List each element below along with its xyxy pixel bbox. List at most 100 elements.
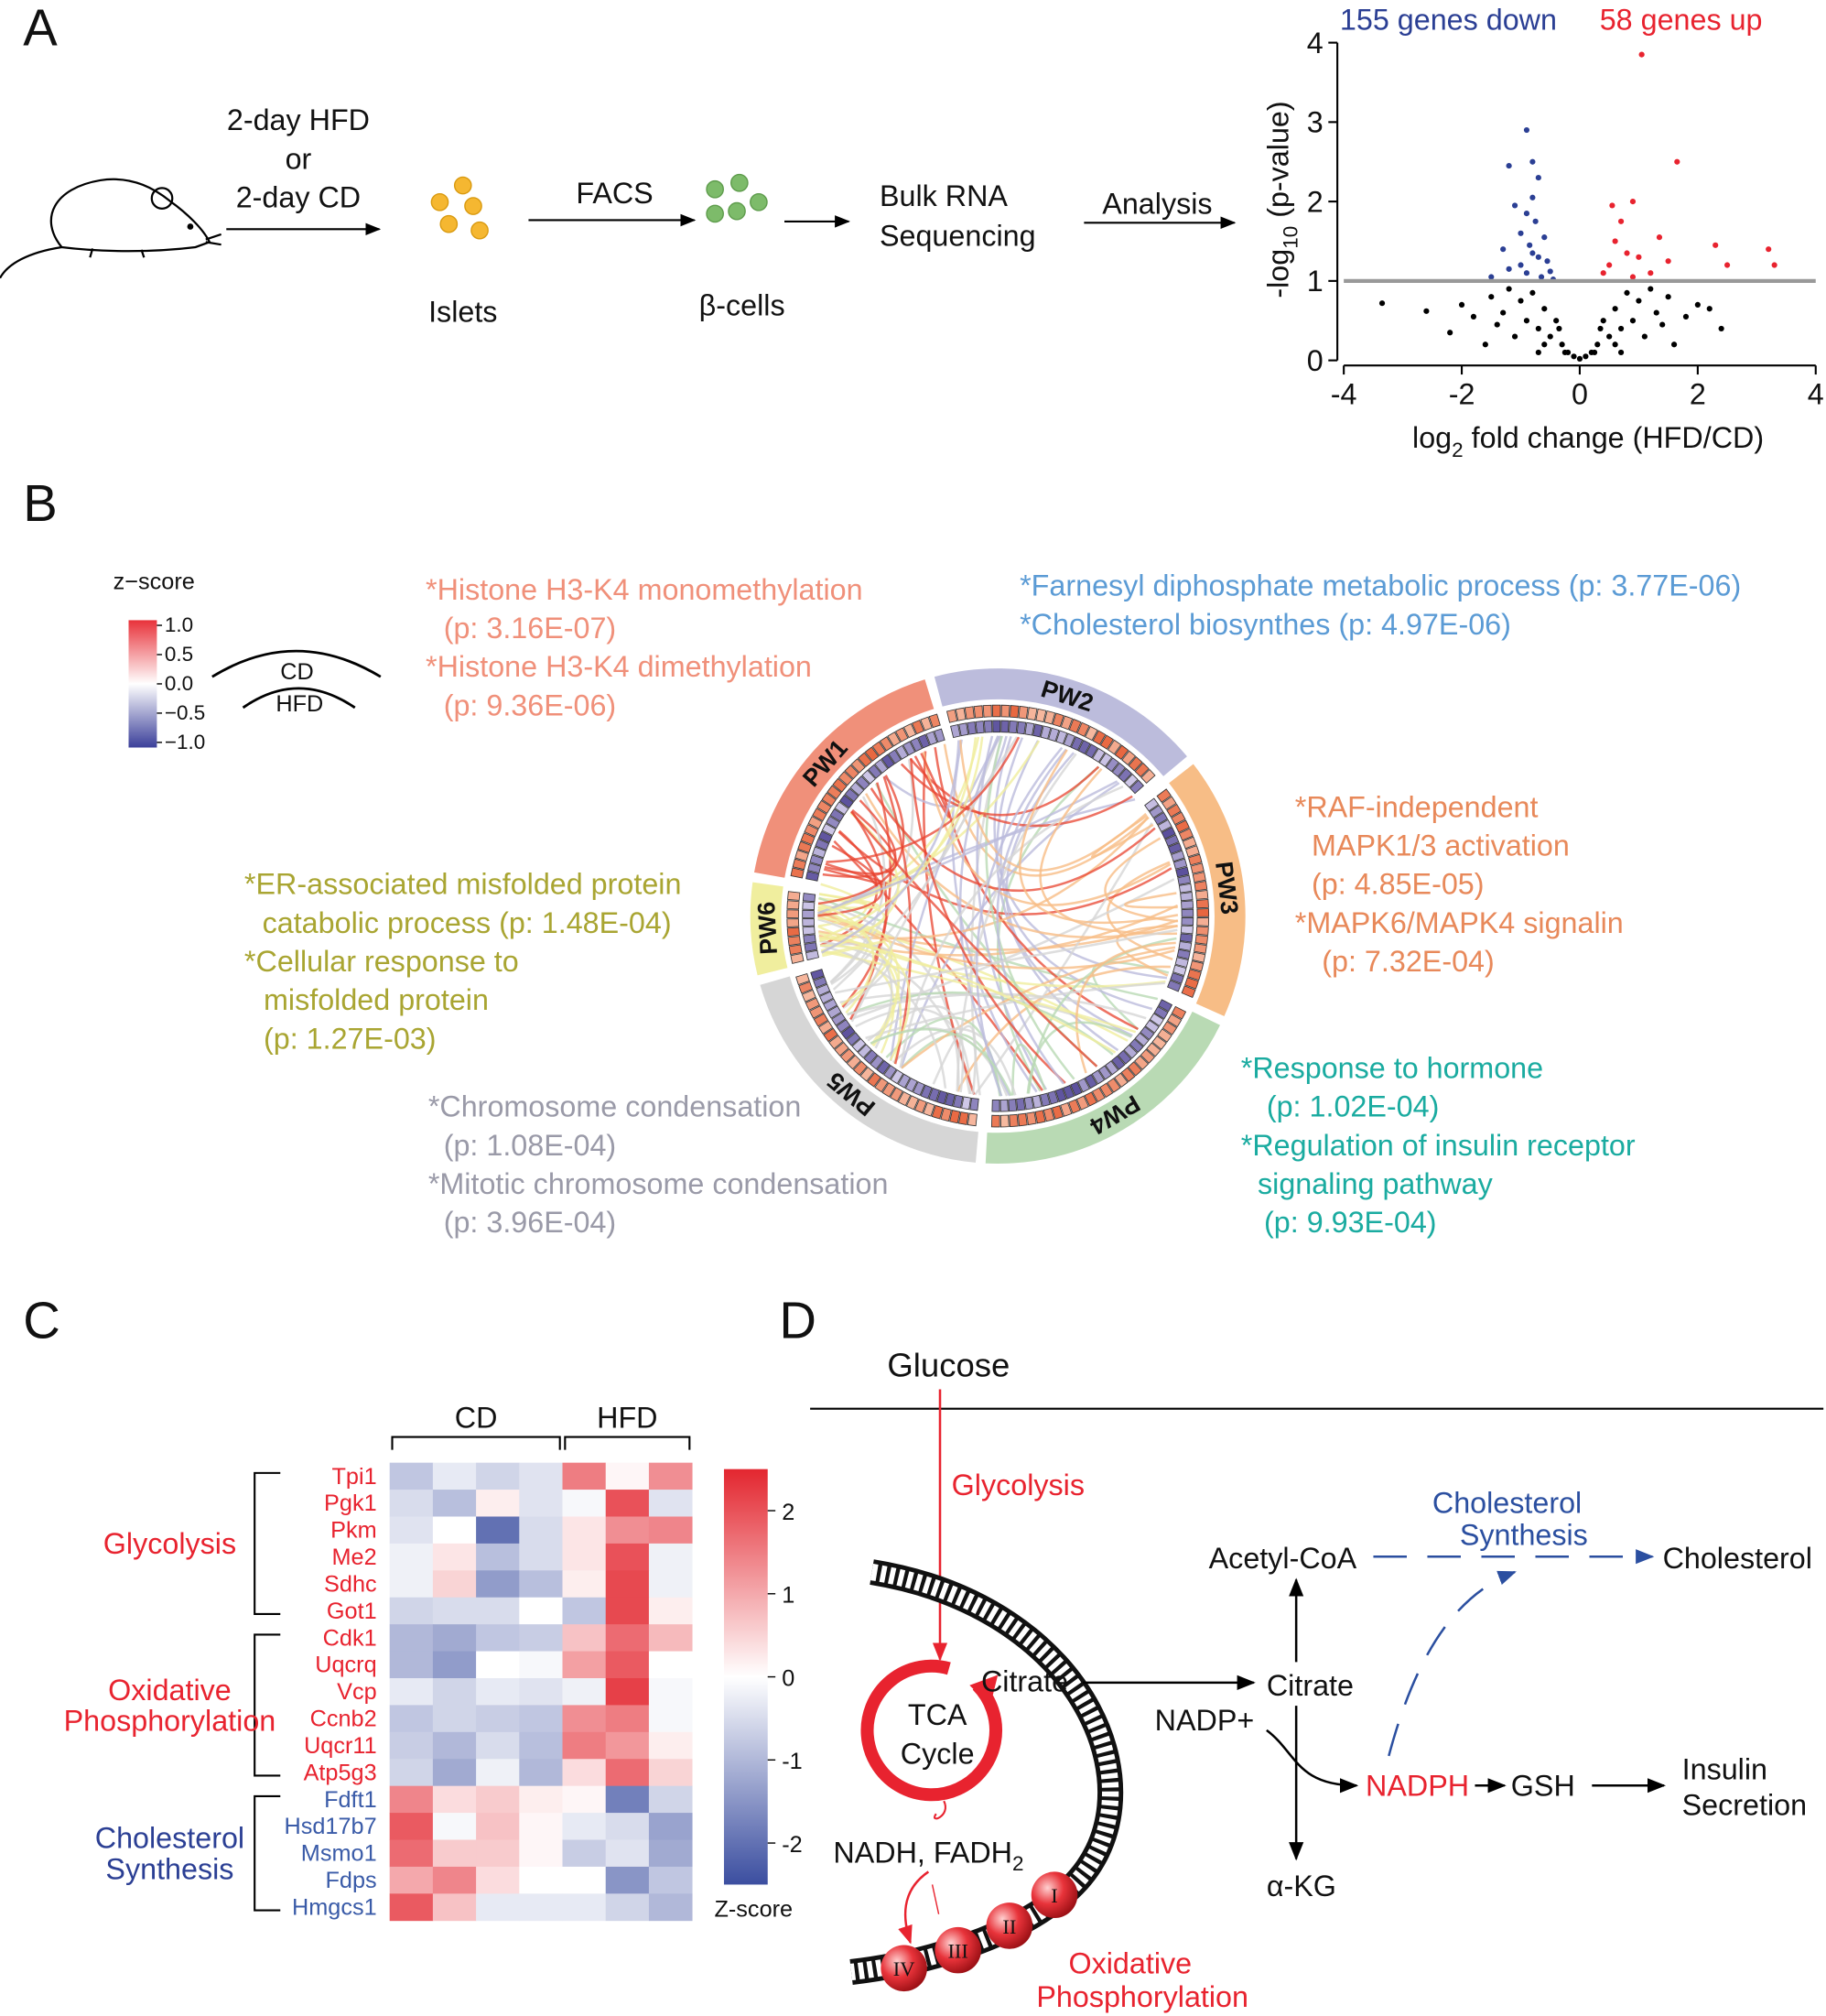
chord [996, 748, 1067, 1085]
heatmap-cell [389, 1893, 434, 1922]
ring-tile [846, 1055, 861, 1070]
point [1659, 321, 1666, 328]
ring-tile [1077, 1078, 1091, 1093]
sector [758, 974, 980, 1165]
point [1488, 294, 1495, 300]
point [1653, 309, 1659, 316]
point [1629, 318, 1637, 324]
ring-tile [1156, 788, 1172, 803]
point [1482, 341, 1488, 348]
heatmap-cell [648, 1624, 693, 1652]
heatmap-cell [389, 1624, 434, 1652]
ring-tile [897, 1090, 912, 1107]
ring-tile [1063, 732, 1075, 748]
ring-tile [786, 918, 800, 928]
ring-tile [1105, 757, 1119, 773]
pathway-text: *RAF-independent [1295, 790, 1539, 823]
heatmap-cell [389, 1462, 434, 1490]
cholesterol-synthesis-label: Synthesis [1460, 1519, 1588, 1552]
ring-tile [1181, 908, 1194, 917]
ring-tile [920, 1084, 933, 1100]
heatmap-cell [476, 1462, 520, 1490]
ring-tile [1040, 725, 1052, 740]
ring-tile [1166, 1013, 1183, 1028]
ring-tile [1179, 933, 1194, 943]
ring-tile [1194, 943, 1207, 954]
islets-icon [430, 176, 489, 240]
heatmap-cell [389, 1490, 434, 1517]
point [1656, 234, 1663, 241]
point [1553, 318, 1560, 324]
chord [1075, 941, 1176, 1074]
pathway-text: *Cellular response to [244, 945, 519, 978]
pathway-text: (p: 1.08E-04) [444, 1129, 616, 1162]
colorbar-tick-label: 1 [782, 1583, 794, 1609]
ring-tile [1105, 1060, 1119, 1076]
legend-title: z−score [113, 569, 195, 595]
ring-tile [991, 704, 1001, 718]
point [1706, 306, 1713, 312]
ring-tile [890, 1087, 903, 1102]
ring-tile [857, 1044, 872, 1059]
label-part: fold change (HFD/CD) [1464, 421, 1764, 454]
ring-tile [1099, 734, 1114, 750]
heatmap-cell [562, 1813, 607, 1840]
point [1636, 298, 1642, 304]
point [1529, 250, 1536, 256]
heatmap-cell [648, 1516, 693, 1545]
group-label: Glycolysis [103, 1527, 236, 1560]
point [1723, 262, 1731, 268]
ring-tile [1018, 705, 1029, 720]
heatmap-cell [432, 1462, 477, 1490]
chord [882, 775, 913, 1065]
heatmap-cell [605, 1839, 650, 1868]
heatmap-cell [476, 1731, 520, 1760]
heatmap-cell [432, 1677, 477, 1706]
gsh-label: GSH [1511, 1770, 1575, 1803]
ring-tile [1127, 1061, 1142, 1077]
chord [913, 753, 951, 818]
ring-tile [876, 1059, 891, 1075]
heatmap-cell [562, 1462, 607, 1490]
ring-tile [825, 815, 841, 829]
point [1674, 158, 1680, 165]
ring-tile [1026, 1111, 1037, 1126]
ring-tile [1180, 925, 1194, 935]
ring-tile [904, 1078, 918, 1093]
ring-tile [815, 838, 830, 851]
ring-tile [832, 777, 848, 793]
ring-tile [867, 1072, 881, 1088]
ring-tile [1167, 842, 1183, 855]
tca-label: Cycle [901, 1737, 975, 1770]
arrow [1388, 1570, 1517, 1757]
heatmap-cell [432, 1543, 477, 1571]
point [1594, 341, 1601, 348]
point [1571, 353, 1577, 360]
pathway-text: misfolded protein [264, 983, 489, 1016]
x-tick-label: -4 [1331, 377, 1357, 410]
chord [822, 799, 897, 878]
arrow [1266, 1729, 1359, 1794]
chords [816, 735, 1179, 1097]
ring-tile [1000, 704, 1010, 718]
sector-label: PW3 [1210, 860, 1244, 916]
ring-tile [812, 846, 827, 859]
ring-tile [888, 749, 902, 764]
ring-tile [1099, 1082, 1114, 1099]
point [1529, 158, 1536, 165]
ring-tile [881, 753, 895, 769]
ring-tile [1118, 767, 1133, 783]
point [1694, 301, 1701, 308]
point [1641, 333, 1648, 340]
chord [1090, 814, 1154, 859]
ring-tile [897, 1073, 911, 1089]
ring-tile [910, 737, 924, 753]
pathway-text: (p: 9.36E-06) [444, 688, 616, 721]
ring-tile [913, 1099, 927, 1114]
ring-tile [810, 969, 825, 981]
heatmap-cell [519, 1705, 563, 1733]
ring-tile [850, 758, 866, 774]
ring-tile [1077, 740, 1091, 755]
ring-tile [1068, 1099, 1081, 1114]
